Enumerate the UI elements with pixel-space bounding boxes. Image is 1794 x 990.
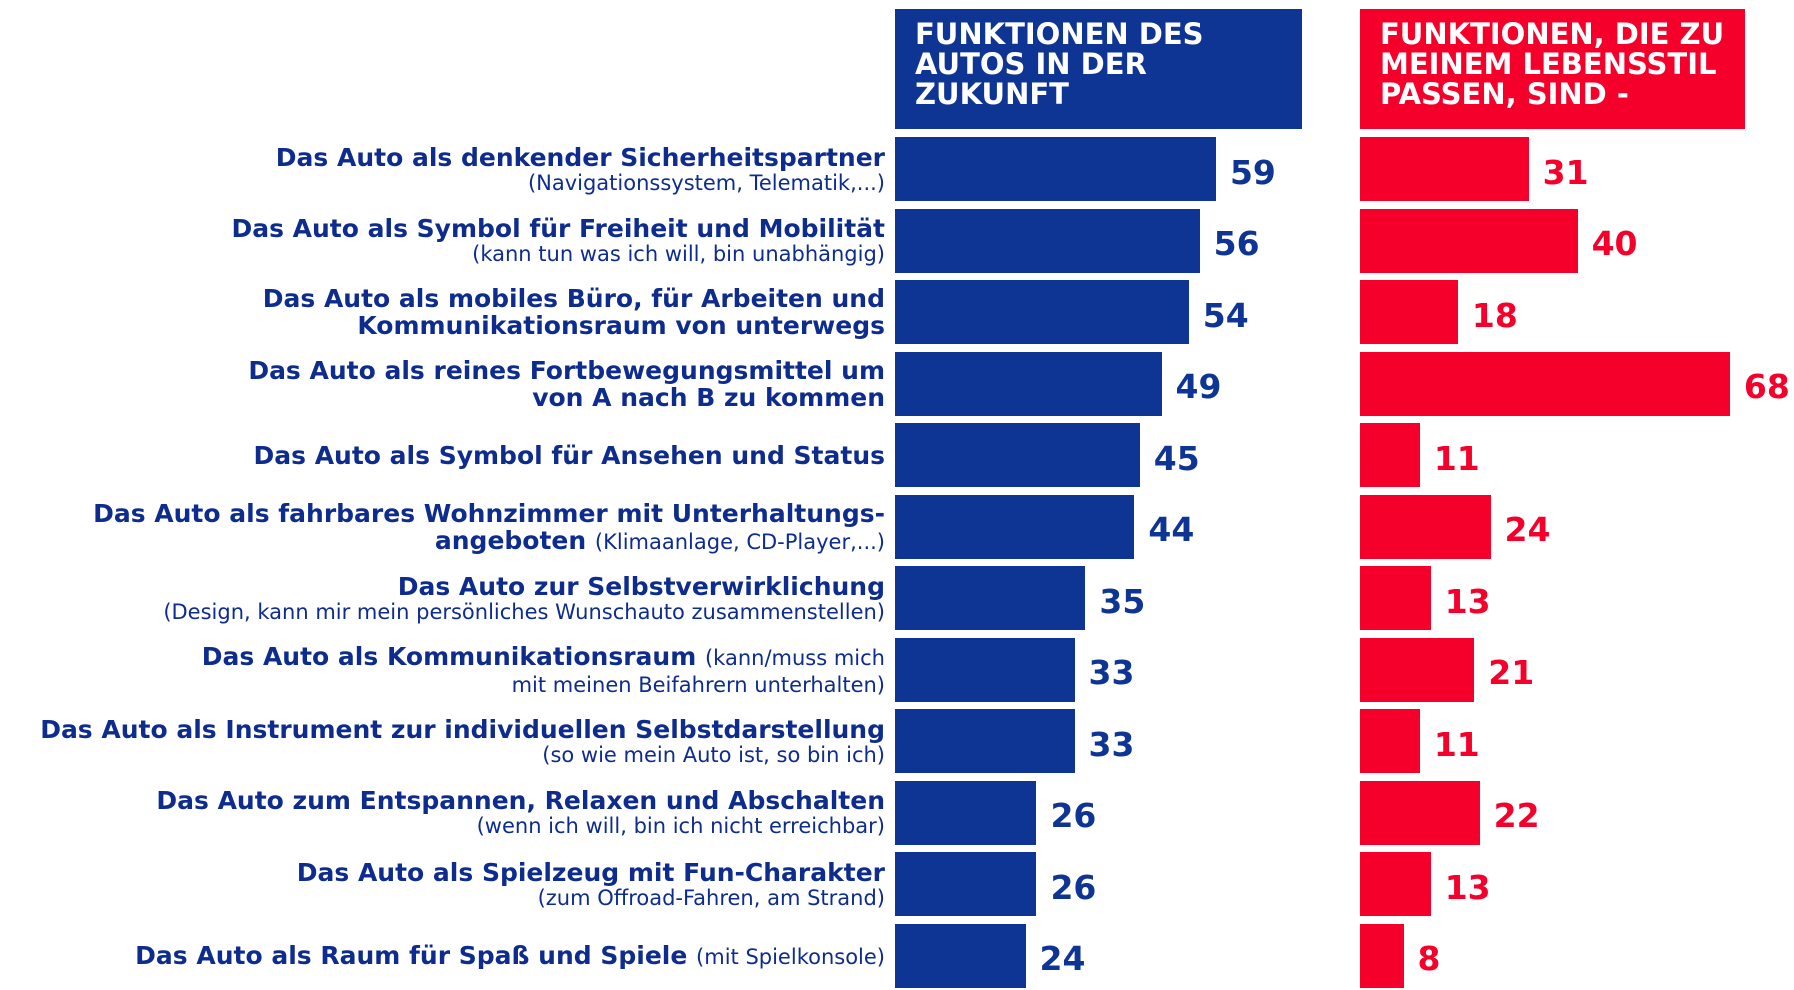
bar xyxy=(895,494,1135,559)
category-text: Das Auto zur Selbstverwirklichung xyxy=(397,571,885,601)
category-text: Das Auto als Raum für Spaß und Spiele xyxy=(135,941,688,970)
bar xyxy=(1360,494,1491,559)
category-note: (Klimaanlage, CD-Player,...) xyxy=(594,529,885,554)
category-label: Das Auto als Raum für Spaß und Spiele (m… xyxy=(0,922,885,990)
category-text: Das Auto als Spielzeug mit Fun-Charakter xyxy=(296,857,885,887)
value-label: 24 xyxy=(1504,510,1551,549)
bar xyxy=(1360,566,1431,630)
value-label: 11 xyxy=(1433,438,1480,478)
category-label: Das Auto als Kommunikationsraum (kann/mu… xyxy=(0,636,885,704)
value-label: 40 xyxy=(1591,224,1638,263)
value-label: 54 xyxy=(1202,295,1249,335)
value-label: 44 xyxy=(1148,510,1195,549)
bar xyxy=(895,709,1075,773)
bar xyxy=(1360,280,1458,344)
bar xyxy=(895,280,1189,344)
category-note: (kann/muss mich mit meinen Beifahrern un… xyxy=(511,645,885,697)
value-label: 13 xyxy=(1444,867,1491,907)
category-note: (Navigationssystem, Telematik,...) xyxy=(527,170,885,195)
category-main: Das Auto als reines Fortbewegungsmittel … xyxy=(0,357,885,411)
bar xyxy=(1360,780,1480,845)
category-note: (kann tun was ich will, bin unabhängig) xyxy=(472,242,885,266)
bar xyxy=(895,637,1075,702)
category-text: Das Auto als Symbol für Freiheit und Mob… xyxy=(231,214,885,243)
bar xyxy=(895,351,1162,416)
category-main: Das Auto als Kommunikationsraum (kann/mu… xyxy=(0,643,885,697)
bar xyxy=(895,137,1216,201)
value-label: 33 xyxy=(1088,724,1135,764)
panel-title: FUNKTIONEN DES AUTOS IN DER ZUKUNFT xyxy=(895,9,1302,129)
bar xyxy=(895,780,1037,845)
bar xyxy=(1360,923,1404,988)
value-label: 45 xyxy=(1153,438,1200,478)
category-main: Das Auto als denkender Sicherheitspartne… xyxy=(0,144,885,171)
bar xyxy=(895,923,1026,988)
category-label: Das Auto als fahrbares Wohnzimmer mit Un… xyxy=(0,493,885,561)
bar xyxy=(1360,351,1730,416)
bar xyxy=(895,423,1140,487)
category-label: Das Auto als mobiles Büro, für Arbeiten … xyxy=(0,278,885,346)
category-text: Das Auto als Symbol für Ansehen und Stat… xyxy=(253,440,886,470)
value-label: 49 xyxy=(1175,367,1222,406)
category-label: Das Auto als Symbol für Ansehen und Stat… xyxy=(0,421,886,489)
value-label: 21 xyxy=(1488,653,1535,692)
value-label: 24 xyxy=(1039,939,1086,978)
category-main: Das Auto als mobiles Büro, für Arbeiten … xyxy=(0,285,885,339)
category-text: Das Auto zum Entspannen, Relaxen und Abs… xyxy=(156,786,885,815)
category-text: Das Auto als denkender Sicherheitspartne… xyxy=(275,142,885,172)
panel-title: FUNKTIONEN, DIE ZU MEINEM LEBENSSTIL PAS… xyxy=(1360,9,1745,129)
category-label: Das Auto zum Entspannen, Relaxen und Abs… xyxy=(0,779,885,847)
bar xyxy=(1360,137,1529,201)
value-label: 26 xyxy=(1050,867,1097,907)
category-main: Das Auto als Spielzeug mit Fun-Charakter xyxy=(0,859,885,886)
category-label: Das Auto als reines Fortbewegungsmittel … xyxy=(0,350,885,418)
category-label: Das Auto als denkender Sicherheitspartne… xyxy=(0,135,885,203)
category-main: Das Auto zum Entspannen, Relaxen und Abs… xyxy=(0,787,885,814)
category-text: Das Auto als Kommunikationsraum xyxy=(201,641,697,671)
bar xyxy=(1360,423,1420,487)
value-label: 35 xyxy=(1099,581,1146,621)
value-label: 22 xyxy=(1493,796,1540,835)
category-note: (zum Offroad-Fahren, am Strand) xyxy=(537,885,885,910)
bar xyxy=(895,852,1037,916)
category-label: Das Auto zur Selbstverwirklichung (Design… xyxy=(0,564,885,632)
value-label: 68 xyxy=(1743,367,1790,406)
value-label: 26 xyxy=(1050,796,1097,835)
value-label: 59 xyxy=(1229,152,1276,192)
category-note: (wenn ich will, bin ich nicht erreichbar… xyxy=(476,814,885,838)
category-note: (mit Spielkonsole) xyxy=(696,945,885,969)
bar xyxy=(1360,852,1431,916)
category-note: (so wie mein Auto ist, so bin ich) xyxy=(542,742,885,767)
bar xyxy=(1360,637,1475,702)
value-label: 13 xyxy=(1444,581,1491,621)
category-main: Das Auto als Symbol für Ansehen und Stat… xyxy=(0,440,886,470)
category-label: Das Auto als Instrument zur individuelle… xyxy=(0,707,885,775)
bar xyxy=(1360,208,1578,273)
category-note: (Design, kann mir mein persönliches Wuns… xyxy=(163,599,885,624)
category-text: Das Auto als fahrbares Wohnzimmer mit Un… xyxy=(93,498,885,555)
category-main: Das Auto als Instrument zur individuelle… xyxy=(0,716,885,743)
value-label: 56 xyxy=(1213,224,1260,263)
category-text: Das Auto als Instrument zur individuelle… xyxy=(40,714,885,744)
category-main: Das Auto als Symbol für Freiheit und Mob… xyxy=(0,215,885,242)
value-label: 11 xyxy=(1433,724,1480,764)
value-label: 18 xyxy=(1471,295,1518,335)
category-label: Das Auto als Spielzeug mit Fun-Charakter… xyxy=(0,850,885,918)
category-main: Das Auto zur Selbstverwirklichung xyxy=(0,573,885,600)
value-label: 33 xyxy=(1088,653,1135,692)
value-label: 31 xyxy=(1542,152,1589,192)
bar xyxy=(895,208,1200,273)
bar xyxy=(895,566,1086,630)
category-main: Das Auto als fahrbares Wohnzimmer mit Un… xyxy=(0,500,885,554)
category-text: Das Auto als reines Fortbewegungsmittel … xyxy=(248,355,885,412)
category-main: Das Auto als Raum für Spaß und Spiele (m… xyxy=(0,942,885,969)
category-text: Das Auto als mobiles Büro, für Arbeiten … xyxy=(262,284,885,340)
value-label: 8 xyxy=(1417,939,1441,978)
bar xyxy=(1360,709,1420,773)
category-label: Das Auto als Symbol für Freiheit und Mob… xyxy=(0,207,885,275)
